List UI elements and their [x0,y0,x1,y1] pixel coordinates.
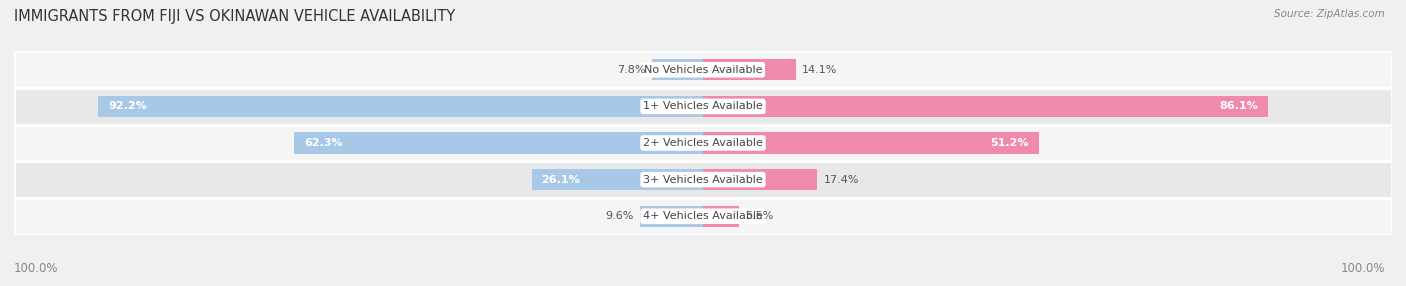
Text: IMMIGRANTS FROM FIJI VS OKINAWAN VEHICLE AVAILABILITY: IMMIGRANTS FROM FIJI VS OKINAWAN VEHICLE… [14,9,456,23]
Bar [98,96,703,117]
Bar [14,51,1392,88]
Bar [703,96,1268,117]
Text: 9.6%: 9.6% [605,211,634,221]
Text: No Vehicles Available: No Vehicles Available [644,65,762,75]
Text: 51.2%: 51.2% [991,138,1029,148]
Text: 100.0%: 100.0% [1340,262,1385,275]
Text: 14.1%: 14.1% [801,65,838,75]
Bar [703,59,796,80]
Text: 1+ Vehicles Available: 1+ Vehicles Available [643,102,763,111]
Text: 92.2%: 92.2% [108,102,146,111]
Bar [640,206,703,227]
Bar [703,132,1039,154]
Bar [703,206,740,227]
Text: 2+ Vehicles Available: 2+ Vehicles Available [643,138,763,148]
Text: 5.5%: 5.5% [745,211,773,221]
Bar [294,132,703,154]
Text: 7.8%: 7.8% [617,65,645,75]
Bar [652,59,703,80]
Bar [703,169,817,190]
Text: 4+ Vehicles Available: 4+ Vehicles Available [643,211,763,221]
Bar [531,169,703,190]
Text: 17.4%: 17.4% [824,175,859,184]
Text: Source: ZipAtlas.com: Source: ZipAtlas.com [1274,9,1385,19]
Bar [14,198,1392,235]
Text: 3+ Vehicles Available: 3+ Vehicles Available [643,175,763,184]
Bar [14,161,1392,198]
Bar [14,125,1392,161]
Text: 86.1%: 86.1% [1219,102,1258,111]
Text: 100.0%: 100.0% [14,262,59,275]
Bar [14,88,1392,125]
Text: 62.3%: 62.3% [304,138,343,148]
Text: 26.1%: 26.1% [541,175,581,184]
